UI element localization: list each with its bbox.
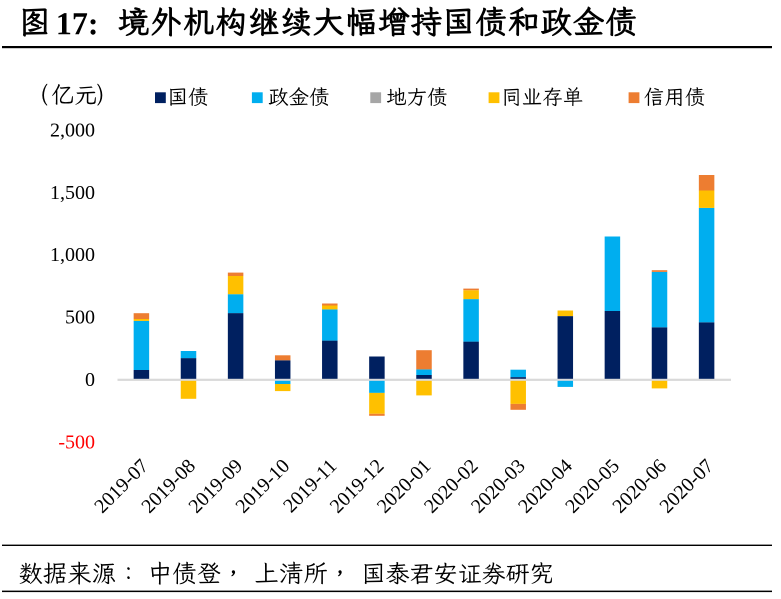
- svg-text:-500: -500: [58, 431, 95, 453]
- svg-text:500: 500: [65, 307, 95, 329]
- svg-text:2,000: 2,000: [50, 119, 95, 141]
- svg-text:1,000: 1,000: [50, 244, 95, 266]
- svg-text:1,500: 1,500: [50, 182, 95, 204]
- svg-text:0: 0: [85, 369, 95, 391]
